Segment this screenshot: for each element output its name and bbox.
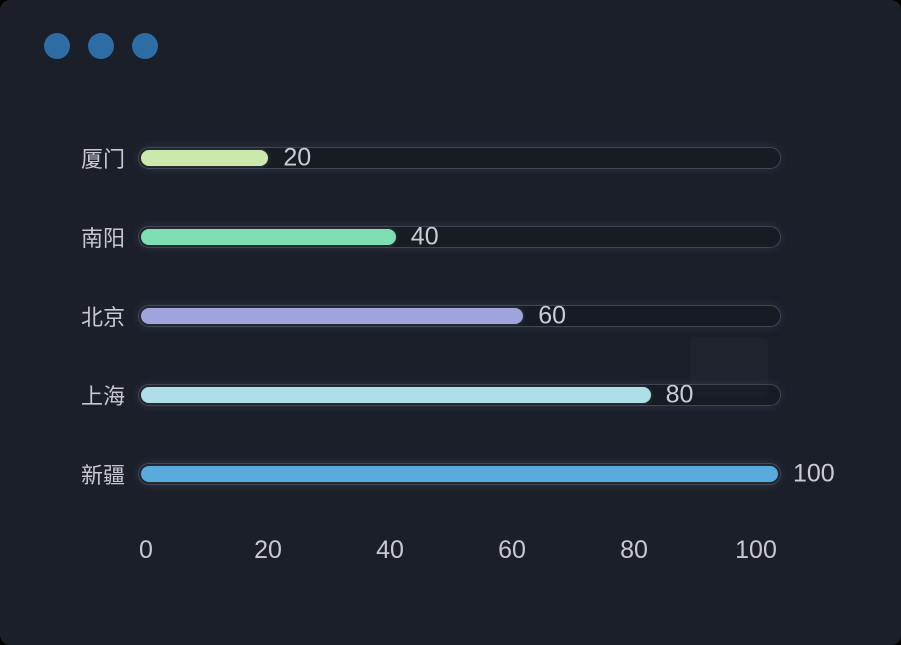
bar-fill	[141, 465, 778, 482]
axis-tick-label: 80	[620, 536, 648, 564]
bar-fill	[141, 307, 524, 324]
bar-track: 80	[138, 380, 781, 408]
axis-tick-label: 40	[376, 536, 404, 564]
bar-fill	[141, 386, 651, 403]
category-label: 新疆	[80, 462, 125, 488]
bar-track: 60	[138, 301, 781, 329]
axis-tick-label: 0	[139, 536, 153, 564]
bar-track: 20	[138, 143, 781, 171]
window-dot	[132, 33, 158, 59]
window-dot	[44, 33, 70, 59]
bar-row: 厦门 20	[0, 118, 901, 197]
horizontal-bar-chart: 厦门 20 南阳 40 北京 60 上海 80	[0, 118, 901, 513]
category-label: 上海	[80, 383, 125, 409]
x-axis: 0 20 40 60 80 100	[138, 536, 781, 570]
bar-track: 40	[138, 222, 781, 250]
value-label: 80	[665, 380, 694, 408]
axis-tick-label: 60	[498, 536, 526, 564]
window-dot	[88, 33, 114, 59]
value-label: 20	[283, 143, 312, 171]
bar-row: 北京 60	[0, 276, 901, 355]
bar-fill	[141, 149, 269, 166]
category-label: 厦门	[80, 146, 125, 172]
window-dots	[44, 33, 176, 59]
value-label: 40	[410, 222, 439, 250]
value-label: 100	[793, 459, 835, 487]
category-label: 南阳	[80, 225, 125, 251]
bar-row: 南阳 40	[0, 197, 901, 276]
axis-tick-label: 100	[735, 536, 777, 564]
bar-track: 100	[138, 459, 835, 487]
value-label: 60	[538, 301, 566, 329]
bar-fill	[141, 228, 396, 245]
category-label: 北京	[80, 304, 125, 330]
bar-row: 上海 80	[0, 355, 901, 434]
axis-tick-label: 20	[254, 536, 282, 564]
bar-row: 新疆 100	[0, 434, 901, 513]
